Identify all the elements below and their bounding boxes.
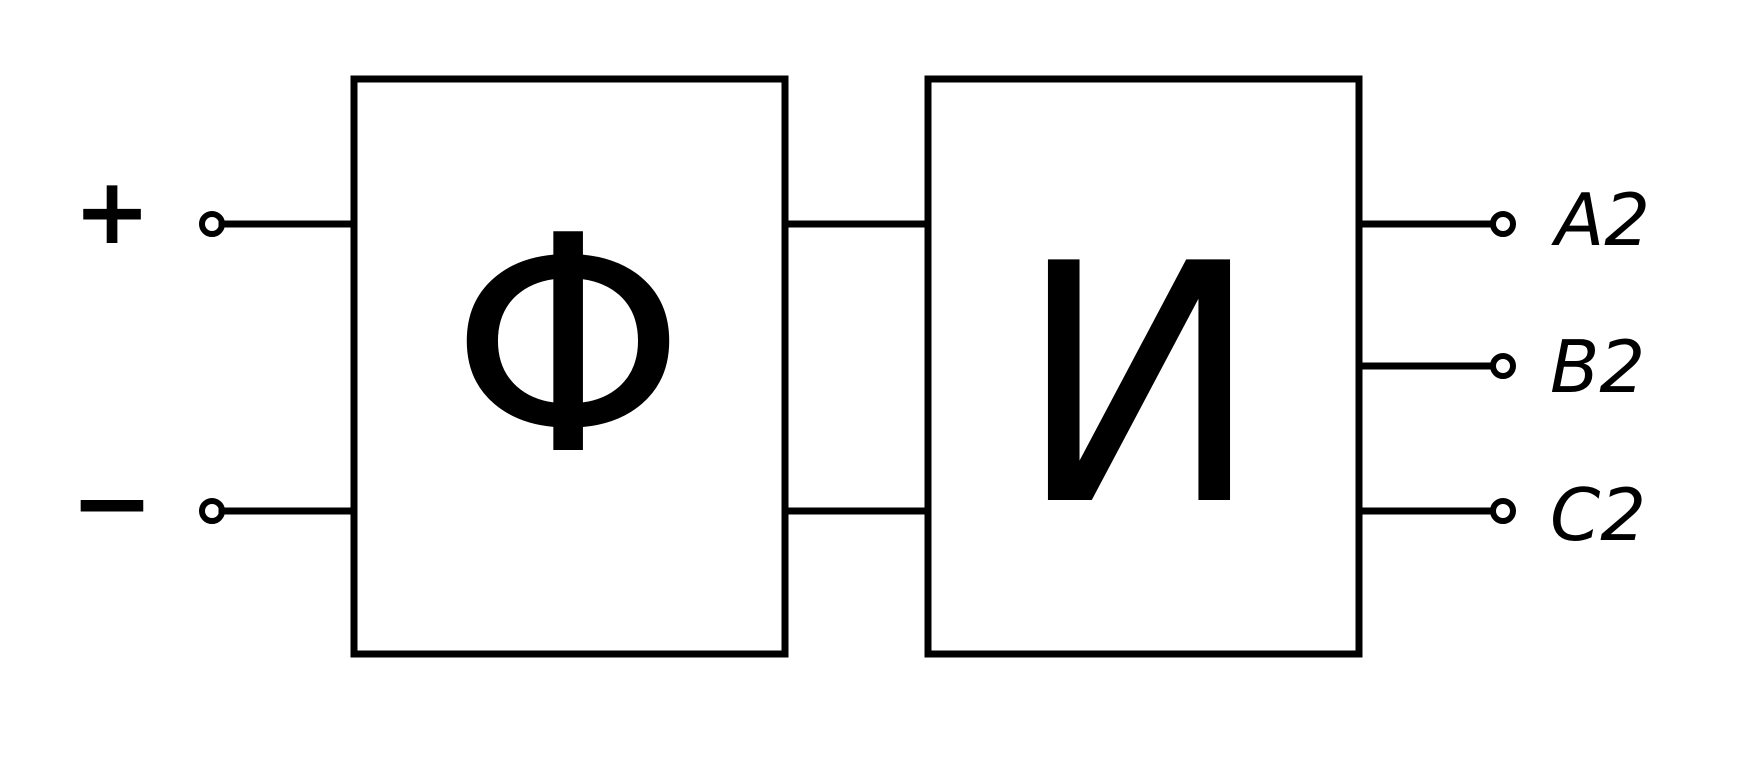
output-label-b2: B2 bbox=[1550, 325, 1645, 409]
output-terminal-b2 bbox=[1490, 353, 1516, 379]
converter-block-label: Φ bbox=[450, 172, 686, 521]
output-label-a2: A2 bbox=[1551, 178, 1650, 262]
output-terminal-a2 bbox=[1490, 211, 1516, 237]
plus-terminal-label: + bbox=[73, 158, 150, 265]
minus-terminal-label: − bbox=[70, 444, 154, 561]
converter-block bbox=[350, 75, 789, 658]
output-terminal-c2 bbox=[1490, 498, 1516, 524]
output-label-c2: C2 bbox=[1550, 473, 1646, 557]
inverter-block-label: И bbox=[1016, 194, 1263, 578]
